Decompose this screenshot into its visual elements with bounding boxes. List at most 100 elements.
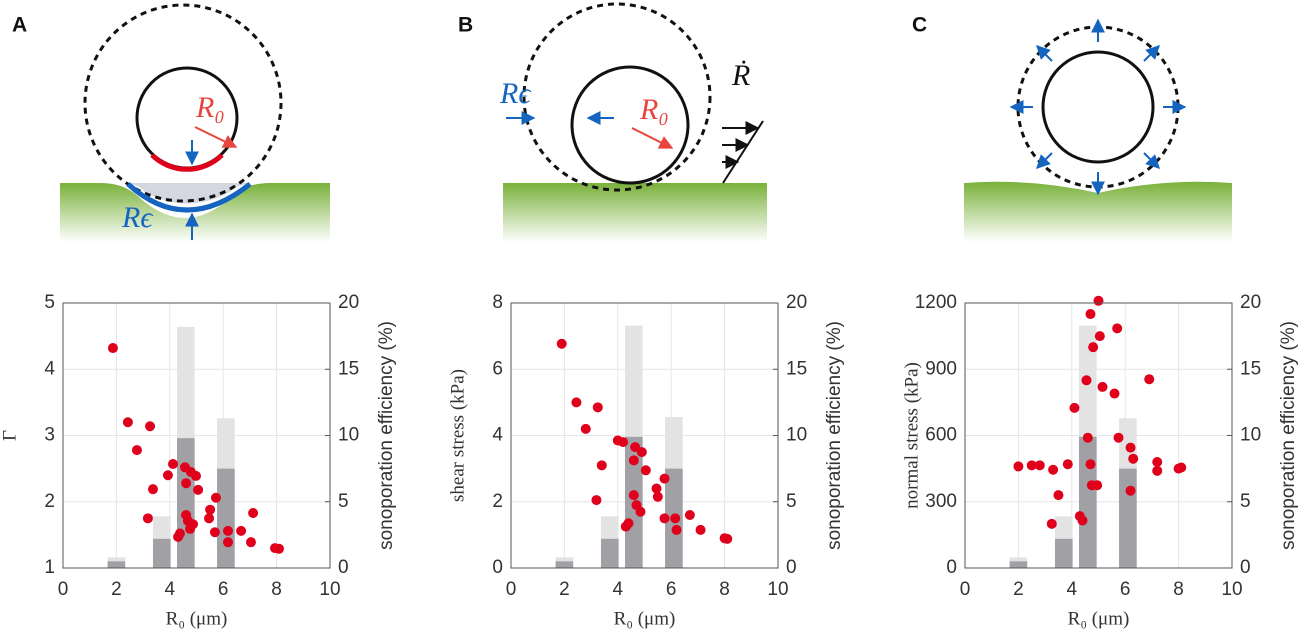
x-tick-label: 8 — [719, 579, 730, 600]
scatter-point — [618, 437, 629, 448]
y-tick-label: 900 — [925, 358, 957, 379]
x-tick-label: 2 — [1013, 579, 1024, 600]
scatter-point — [1062, 459, 1073, 470]
y-tick-label: 1 — [44, 557, 55, 578]
scatter-point — [1082, 432, 1093, 443]
diagram-label: Rϵ — [499, 77, 532, 110]
scatter-point — [1125, 485, 1136, 496]
scatter-point — [1125, 442, 1136, 453]
scatter-point — [107, 343, 118, 354]
scatter-point — [695, 524, 706, 535]
x-tick-label: 8 — [1173, 579, 1184, 600]
scatter-point — [1092, 480, 1103, 491]
scatter-point — [684, 510, 695, 520]
scatter-point — [1093, 295, 1104, 306]
scatter-point — [174, 528, 185, 539]
scatter-point — [628, 490, 639, 501]
scatter-point — [1034, 460, 1045, 471]
scatter-point — [145, 421, 156, 432]
scatter-point — [1144, 374, 1155, 385]
y2-tick-label: 20 — [1240, 292, 1261, 313]
x-tick-label: 0 — [506, 579, 517, 600]
bar — [217, 468, 235, 568]
y2-tick-label: 0 — [338, 557, 349, 578]
y2-tick-label: 10 — [1240, 425, 1261, 446]
scatter-point — [131, 445, 142, 456]
scatter-point — [223, 525, 234, 536]
x-tick-label: 4 — [165, 579, 176, 600]
scatter-point — [1085, 309, 1096, 320]
scatter-point — [185, 523, 196, 534]
diagram-label: R₀ — [639, 93, 669, 126]
y-tick-label: 8 — [492, 292, 503, 313]
x-tick-label: 4 — [1067, 579, 1078, 600]
y2-tick-label: 15 — [786, 358, 807, 379]
bar — [152, 538, 171, 568]
x-tick-label: 2 — [111, 579, 122, 600]
scatter-point — [190, 470, 201, 481]
scatter-point — [1113, 432, 1124, 443]
scatter-point — [1048, 464, 1059, 475]
scatter-point — [659, 473, 670, 484]
scatter-point — [245, 537, 256, 548]
scatter-point — [204, 513, 215, 524]
diagram-label: Ṙ — [731, 59, 750, 92]
panel-label: A — [12, 14, 27, 37]
y2-tick-label: 0 — [786, 557, 797, 578]
scatter-point — [556, 338, 567, 349]
y2-tick-label: 15 — [338, 358, 359, 379]
scatter-point — [1094, 331, 1105, 342]
scatter-point — [1081, 375, 1092, 386]
scatter-point — [580, 423, 591, 434]
scatter-point — [628, 455, 639, 466]
diagram-c — [964, 18, 1232, 242]
bar — [1119, 468, 1137, 568]
y2-tick-label: 10 — [338, 425, 359, 446]
y-tick-label: 3 — [44, 425, 55, 446]
diagram-label: R₀ — [195, 91, 225, 124]
y2-tick-label: 10 — [786, 425, 807, 446]
x-tick-label: 4 — [613, 579, 624, 600]
scatter-point — [652, 491, 663, 502]
scatter-point — [671, 524, 682, 535]
scatter-point — [142, 513, 153, 524]
y-tick-label: 300 — [925, 491, 957, 512]
scatter-point — [1109, 388, 1120, 399]
y-tick-label: 6 — [492, 358, 503, 379]
scatter-point — [1152, 465, 1163, 476]
x-axis-label: R₀ (μm) — [166, 608, 228, 629]
scatter-point — [1088, 342, 1099, 353]
scatter-point — [1046, 518, 1057, 529]
bar — [177, 438, 195, 568]
scatter-point — [205, 504, 216, 515]
scatter-point — [1013, 461, 1024, 472]
scatter-point — [1077, 515, 1088, 526]
bar — [1079, 436, 1097, 568]
scatter-point — [1176, 462, 1187, 473]
scatter-point — [210, 492, 221, 503]
y2-tick-label: 20 — [338, 292, 359, 313]
scatter-point — [209, 527, 220, 538]
y-tick-label: 600 — [925, 425, 957, 446]
scatter-point — [592, 402, 603, 413]
y2-tick-label: 5 — [786, 491, 797, 512]
scatter-point — [168, 458, 179, 469]
scatter-point — [651, 483, 662, 494]
x-tick-label: 0 — [960, 579, 971, 600]
x-axis-label: R₀ (μm) — [1068, 608, 1130, 629]
diagram-label: Rϵ — [121, 201, 154, 234]
scatter-point — [248, 508, 259, 519]
scatter-point — [659, 513, 670, 524]
y2-axis-label: sonoporation efficiency (%) — [824, 321, 845, 550]
x-tick-label: 10 — [319, 579, 340, 600]
bar — [1009, 561, 1028, 568]
y2-tick-label: 20 — [786, 292, 807, 313]
y-tick-label: 0 — [946, 557, 957, 578]
scatter-point — [193, 484, 204, 495]
scatter-point — [236, 525, 247, 536]
x-tick-label: 10 — [1221, 579, 1242, 600]
scatter-point — [1069, 402, 1080, 413]
scatter-point — [1026, 460, 1037, 471]
panel-label: B — [458, 14, 473, 37]
x-tick-label: 6 — [218, 579, 229, 600]
